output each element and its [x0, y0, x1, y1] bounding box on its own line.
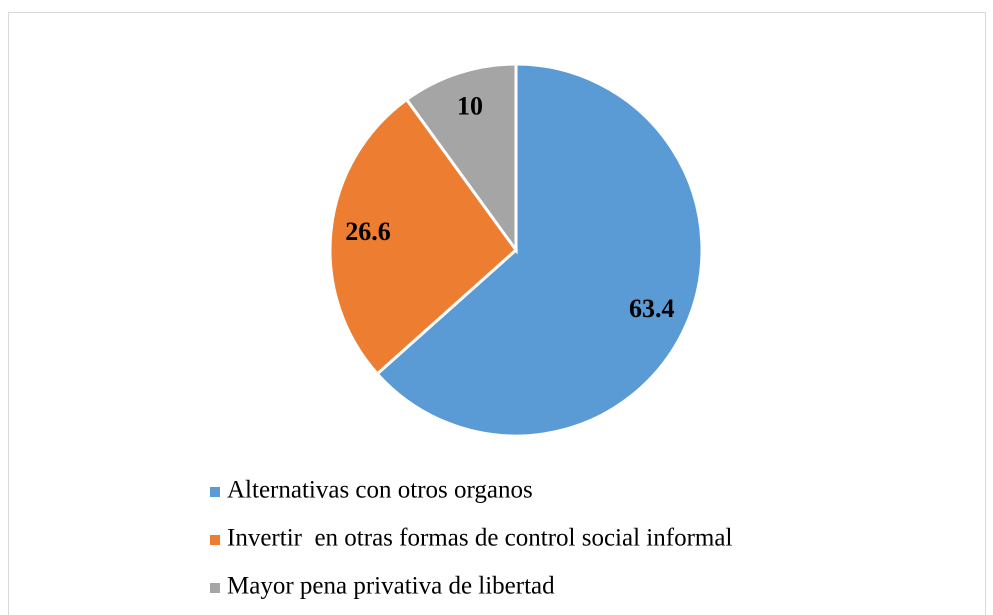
pie-slice	[328, 97, 519, 376]
chart-frame	[8, 12, 986, 615]
data-label: 10	[457, 91, 483, 120]
data-label: 63.4	[629, 294, 675, 323]
legend-label: Invertir en otras formas de control soci…	[227, 525, 732, 552]
pie-slice	[404, 62, 518, 255]
legend-swatch	[210, 583, 220, 593]
legend-swatch	[210, 487, 220, 497]
pie-slice	[375, 62, 704, 438]
legend-label: Mayor pena privativa de libertad	[227, 573, 555, 600]
data-label: 26.6	[345, 217, 391, 246]
legend-label: Alternativas con otros organos	[227, 477, 533, 504]
legend-swatch	[210, 535, 220, 545]
